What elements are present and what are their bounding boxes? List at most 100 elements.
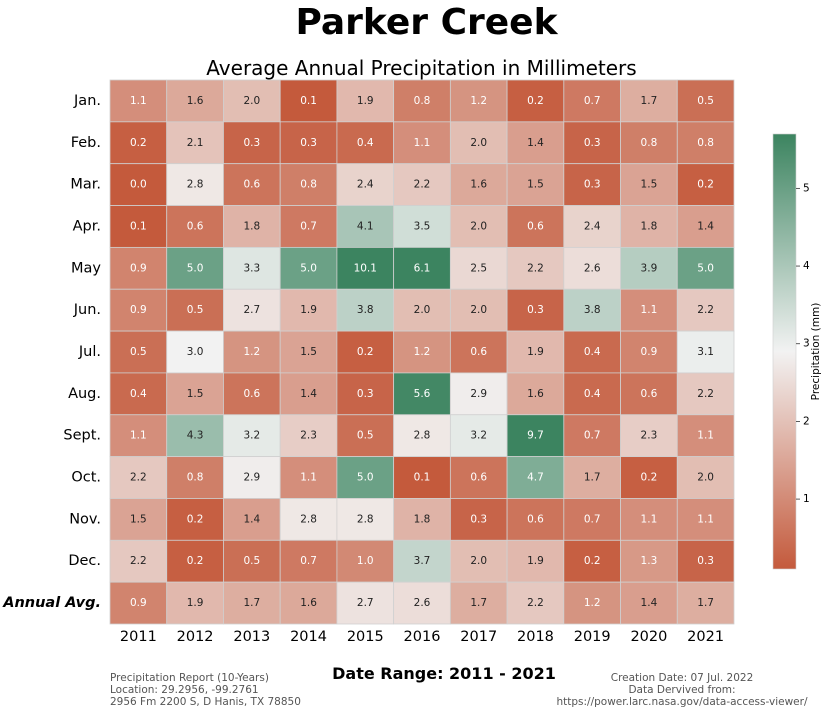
source-info-line: Creation Date: 07 Jul. 2022 <box>610 672 754 684</box>
cell-value-label: 0.7 <box>584 513 601 525</box>
heatmap-cell <box>393 414 451 458</box>
chart-title: Average Annual Precipitation in Millimet… <box>206 56 637 80</box>
cell-value-label: 0.3 <box>584 179 601 191</box>
cell-value-label: 1.5 <box>527 179 544 191</box>
cell-value-label: 2.7 <box>243 304 260 316</box>
cell-value-label: 1.9 <box>527 346 544 358</box>
cell-value-label: 2.9 <box>470 388 487 400</box>
cell-value-label: 2.2 <box>697 304 714 316</box>
colorbar-tick-label: 4 <box>803 260 810 272</box>
heatmap-cell <box>620 246 678 290</box>
cell-value-label: 1.6 <box>187 95 204 107</box>
cell-value-label: 0.5 <box>187 304 204 316</box>
cell-value-label: 0.6 <box>527 513 544 525</box>
heatmap-cell <box>449 79 508 123</box>
row-label: Sept. <box>63 428 101 444</box>
cell-value-label: 1.9 <box>187 597 204 609</box>
row-label: Apr. <box>73 218 101 234</box>
page-title: Parker Creek <box>295 2 558 43</box>
row-label: Oct. <box>71 470 101 486</box>
heatmap-cell <box>393 246 451 290</box>
cell-value-label: 0.5 <box>130 346 147 358</box>
heatmap-cell <box>676 121 735 165</box>
column-label: 2016 <box>404 629 441 645</box>
cell-value-label: 4.7 <box>527 472 544 484</box>
cell-value-label: 0.8 <box>187 472 204 484</box>
cell-value-label: 2.6 <box>584 262 601 274</box>
cell-value-label: 0.2 <box>641 472 658 484</box>
cell-value-label: 4.3 <box>187 430 204 442</box>
cell-value-label: 1.7 <box>470 597 487 609</box>
heatmap-cell <box>393 539 451 583</box>
cell-value-label: 0.3 <box>243 137 260 149</box>
heatmap-cell <box>620 205 678 248</box>
heatmap-cell <box>279 163 338 206</box>
cell-value-label: 5.6 <box>414 388 431 400</box>
heatmap-cell <box>336 414 395 458</box>
heatmap-cell <box>506 498 565 541</box>
cell-value-label: 0.4 <box>130 388 147 400</box>
cell-value-label: 2.0 <box>470 555 487 567</box>
report-info-line: Precipitation Report (10-Years) <box>110 672 269 684</box>
cell-value-label: 2.8 <box>357 513 374 525</box>
cell-value-label: 0.3 <box>584 137 601 149</box>
cell-value-label: 0.7 <box>300 555 317 567</box>
heatmap-cell <box>620 330 678 374</box>
heatmap-cell <box>166 372 224 416</box>
cell-value-label: 1.4 <box>300 388 317 400</box>
cell-value-label: 1.2 <box>414 346 431 358</box>
heatmap-cell <box>109 121 168 165</box>
cell-value-label: 4.1 <box>357 220 374 232</box>
cell-value-label: 0.0 <box>130 179 147 191</box>
heatmap-cell <box>506 288 565 332</box>
row-label: Mar. <box>70 177 101 193</box>
cell-value-label: 3.2 <box>243 430 260 442</box>
heatmap-cell <box>449 456 508 499</box>
row-label: Nov. <box>69 511 101 527</box>
cell-value-label: 1.5 <box>641 179 658 191</box>
cell-value-label: 0.8 <box>641 137 658 149</box>
heatmap-cell <box>676 79 735 123</box>
heatmap-cell <box>676 498 735 541</box>
column-label: 2018 <box>517 629 554 645</box>
source-info: Creation Date: 07 Jul. 2022 Data Dervive… <box>552 672 812 708</box>
cell-value-label: 2.6 <box>414 597 431 609</box>
colorbar-tick-label: 2 <box>803 415 810 427</box>
heatmap-cell <box>223 246 281 290</box>
heatmap-cell <box>449 121 508 165</box>
heatmap-cell <box>563 288 621 332</box>
column-label: 2019 <box>574 629 611 645</box>
heatmap-cell <box>336 539 395 583</box>
heatmap-cell <box>449 372 508 416</box>
cell-value-label: 1.8 <box>243 220 260 232</box>
row-label: Jun. <box>73 302 101 318</box>
cell-value-label: 1.4 <box>527 137 544 149</box>
heatmap-cell <box>676 163 735 206</box>
heatmap-cell <box>166 163 224 206</box>
cell-value-label: 5.0 <box>357 472 374 484</box>
heatmap-cell <box>336 581 395 625</box>
column-label: 2020 <box>630 629 667 645</box>
row-label: Jan. <box>73 93 101 109</box>
heatmap-cell <box>506 414 565 458</box>
cell-value-label: 1.8 <box>641 220 658 232</box>
cell-value-label: 0.9 <box>641 346 658 358</box>
cell-value-label: 2.2 <box>130 472 147 484</box>
cell-value-label: 0.7 <box>584 430 601 442</box>
heatmap-cell <box>166 581 224 625</box>
cell-value-label: 2.9 <box>243 472 260 484</box>
cell-value-label: 0.3 <box>470 513 487 525</box>
cell-value-label: 2.3 <box>300 430 317 442</box>
heatmap-cell <box>336 330 395 374</box>
cell-value-label: 1.1 <box>641 513 658 525</box>
cell-value-label: 0.4 <box>584 388 601 400</box>
cell-value-label: 0.1 <box>300 95 317 107</box>
cell-value-label: 1.7 <box>584 472 601 484</box>
heatmap-cell <box>166 121 224 165</box>
cell-value-label: 1.7 <box>641 95 658 107</box>
cell-value-label: 0.6 <box>470 472 487 484</box>
cell-value-label: 2.4 <box>357 179 374 191</box>
heatmap-cell <box>449 539 508 583</box>
heatmap-cell <box>563 498 621 541</box>
cell-value-label: 5.0 <box>187 262 204 274</box>
